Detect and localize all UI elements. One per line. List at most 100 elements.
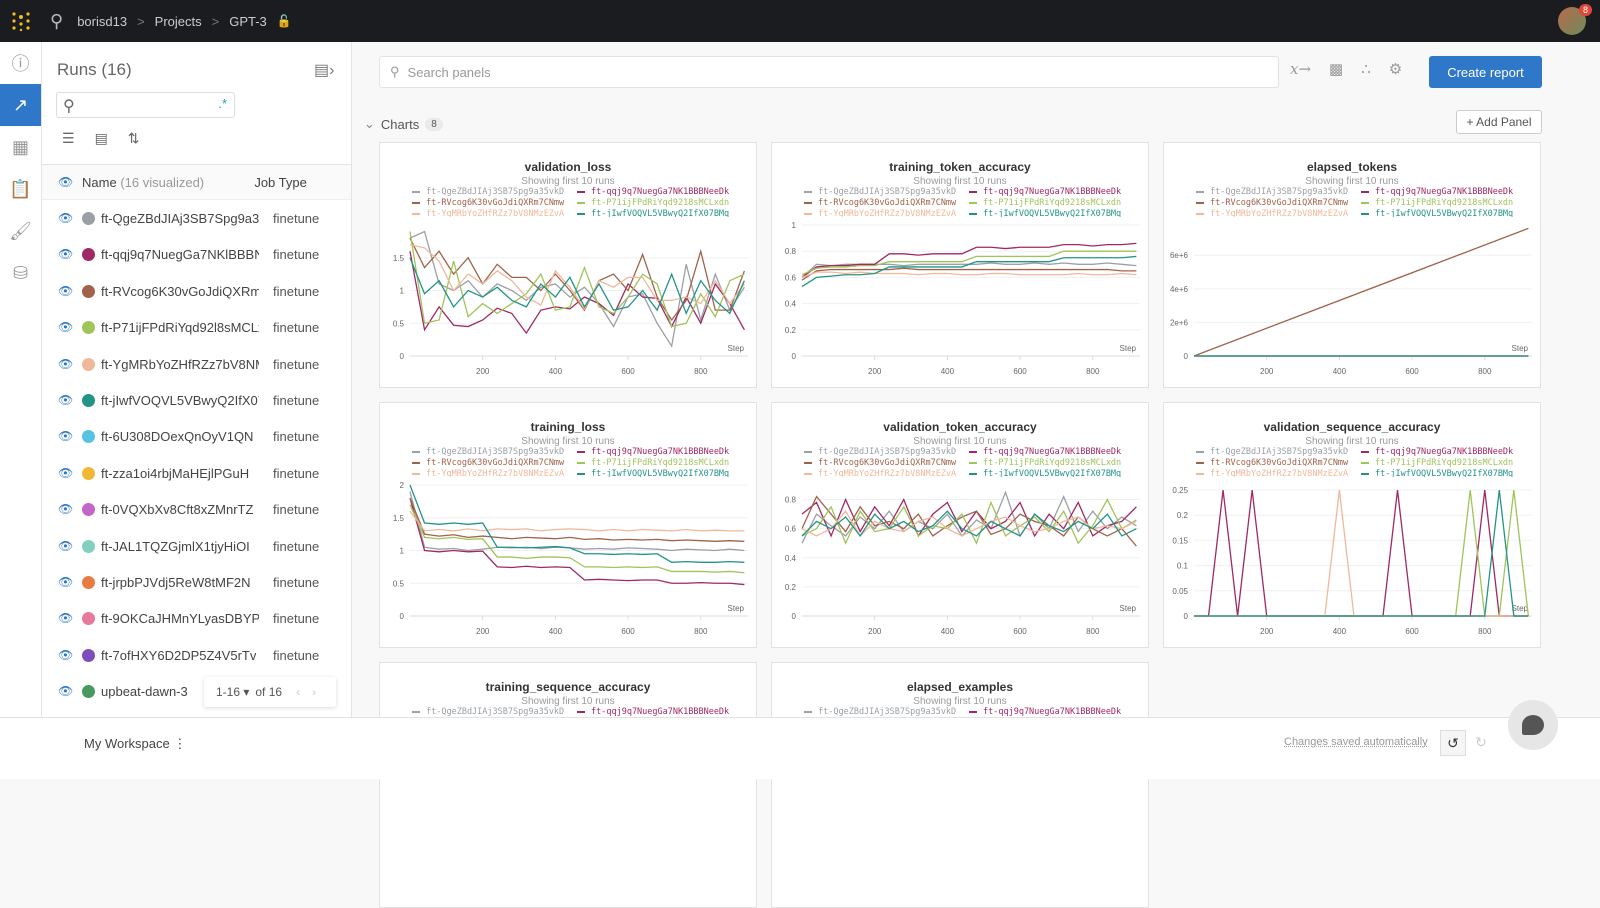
run-color-dot[interactable] bbox=[82, 285, 95, 298]
eye-icon[interactable]: 👁 bbox=[58, 211, 82, 225]
chart-plot[interactable]: 0 0.5 1 1.5 2 200 400 600 800 Step bbox=[380, 403, 757, 648]
add-panel-button[interactable]: + Add Panel bbox=[1456, 110, 1542, 134]
run-name[interactable]: ft-JAL1TQZGjmlX1tjyHiOI bbox=[101, 539, 250, 554]
run-color-dot[interactable] bbox=[82, 467, 95, 480]
eye-icon[interactable]: 👁 bbox=[58, 611, 82, 625]
run-row[interactable]: 👁 ft-RVcog6K30vGoJdiQXRm7CNmw finetune bbox=[42, 273, 352, 309]
run-name[interactable]: ft-zza1oi4rbjMaHEjlPGuH bbox=[101, 466, 249, 481]
run-row[interactable]: 👁 ft-9OKCaJHMnYLyasDBYP finetune bbox=[42, 600, 352, 636]
eye-icon[interactable]: 👁 bbox=[58, 502, 82, 516]
page-range-select[interactable]: 1-16 ▾ bbox=[216, 685, 249, 699]
run-row[interactable]: 👁 ft-0VQXbXv8Cft8xZMnrTZ finetune bbox=[42, 491, 352, 527]
run-name[interactable]: ft-0VQXbXv8Cft8xZMnrTZ bbox=[101, 502, 253, 517]
chart-panel[interactable]: validation_sequence_accuracy Showing firs… bbox=[1163, 402, 1541, 648]
run-color-dot[interactable] bbox=[82, 394, 95, 407]
chart-panel[interactable]: training_sequence_accuracy Showing first … bbox=[379, 662, 757, 908]
run-row[interactable]: 👁 ft-jIwfVOQVL5VBwyQ2IfX07BMq finetune bbox=[42, 382, 352, 418]
eye-icon[interactable]: 👁 bbox=[58, 539, 82, 553]
create-report-button[interactable]: Create report bbox=[1429, 56, 1542, 88]
breadcrumb-projects[interactable]: Projects bbox=[155, 14, 202, 29]
run-color-dot[interactable] bbox=[82, 321, 95, 334]
chat-button[interactable] bbox=[1508, 700, 1558, 750]
table-icon[interactable]: ▦ bbox=[0, 126, 41, 168]
run-name[interactable]: ft-YgMRbYoZHfRZz7bV8NMzEZvA bbox=[101, 357, 259, 372]
run-row[interactable]: 👁ft-QgeZBdJIAj3SB7Spg9a35vkDfinetune bbox=[42, 200, 352, 236]
eye-icon[interactable]: 👁 bbox=[58, 684, 82, 698]
workspace-menu[interactable]: My Workspace ⋮ bbox=[84, 736, 186, 752]
x-axis-icon[interactable]: x→ bbox=[1290, 60, 1311, 78]
eye-icon[interactable]: 👁 bbox=[58, 247, 82, 261]
redo-button[interactable]: ↻ bbox=[1468, 730, 1494, 756]
chart-panel[interactable]: validation_token_accuracy Showing first 1… bbox=[771, 402, 1149, 648]
eye-icon[interactable]: 👁 bbox=[58, 393, 82, 407]
breadcrumb-user[interactable]: borisd13 bbox=[77, 14, 127, 29]
run-color-dot[interactable] bbox=[82, 430, 95, 443]
regex-toggle[interactable]: .* bbox=[218, 96, 227, 111]
eye-icon[interactable]: 👁 bbox=[58, 357, 82, 371]
sort-icon[interactable]: ⇅ bbox=[128, 130, 140, 147]
runs-search-input[interactable]: ⚲ .* bbox=[56, 92, 235, 118]
run-color-dot[interactable] bbox=[82, 576, 95, 589]
run-row[interactable]: 👁 ft-7ofHXY6D2DP5Z4V5rTv finetune bbox=[42, 637, 352, 673]
chart-panel[interactable]: elapsed_examples Showing first 10 runs ft-… bbox=[771, 662, 1149, 908]
eye-icon[interactable]: 👁 bbox=[58, 175, 82, 189]
run-name[interactable]: ft-qqj9q7NuegGa7NKlBBBNeeDk bbox=[101, 247, 259, 262]
run-name[interactable]: ft-7ofHXY6D2DP5Z4V5rTv bbox=[101, 648, 256, 663]
run-name[interactable]: ft-P71ijFPdRiYqd92l8sMCLxdn bbox=[101, 320, 259, 335]
run-color-dot[interactable] bbox=[82, 612, 95, 625]
run-name[interactable]: ft-6U308DOexQnOyV1QN bbox=[101, 429, 253, 444]
search-icon[interactable]: ⚲ bbox=[50, 11, 63, 32]
search-panels-input[interactable]: ⚲ Search panels bbox=[379, 56, 1279, 88]
run-color-dot[interactable] bbox=[82, 503, 95, 516]
artifacts-icon[interactable]: ⛁ bbox=[0, 252, 41, 294]
chart-plot[interactable]: 00.20.40.60.81200 400 600 800Step bbox=[772, 143, 1149, 388]
run-name[interactable]: ft-jrpbPJVdj5ReW8tMF2N bbox=[101, 575, 251, 590]
table-toggle-icon[interactable]: ▤› bbox=[314, 60, 334, 80]
run-name[interactable]: ft-9OKCaJHMnYLyasDBYP bbox=[101, 611, 259, 626]
charts-section-header[interactable]: ⌄ Charts 8 bbox=[364, 116, 443, 132]
run-color-dot[interactable] bbox=[82, 685, 95, 698]
filter-icon[interactable]: ☰ bbox=[62, 130, 75, 147]
chart-panel[interactable]: training_token_accuracy Showing first 10 … bbox=[771, 142, 1149, 388]
outliers-icon[interactable]: ∴ bbox=[1361, 60, 1371, 78]
eye-icon[interactable]: 👁 bbox=[58, 466, 82, 480]
run-row[interactable]: 👁 ft-JAL1TQZGjmlX1tjyHiOI finetune bbox=[42, 528, 352, 564]
run-color-dot[interactable] bbox=[82, 248, 95, 261]
run-row[interactable]: 👁ft-YgMRbYoZHfRZz7bV8NMzEZvAfinetune bbox=[42, 346, 352, 382]
eye-icon[interactable]: 👁 bbox=[58, 429, 82, 443]
chart-panel[interactable]: training_loss Showing first 10 runs ft-Qge… bbox=[379, 402, 757, 648]
run-row[interactable]: 👁 ft-zza1oi4rbjMaHEjlPGuH finetune bbox=[42, 455, 352, 491]
run-color-dot[interactable] bbox=[82, 358, 95, 371]
unlock-icon[interactable]: 🔓 bbox=[277, 14, 292, 28]
sweeps-icon[interactable]: 🖌 bbox=[0, 210, 41, 252]
run-name[interactable]: ft-QgeZBdJIAj3SB7Spg9a35vkD bbox=[101, 211, 259, 226]
run-color-dot[interactable] bbox=[82, 649, 95, 662]
run-color-dot[interactable] bbox=[82, 540, 95, 553]
charts-icon[interactable]: ↗ bbox=[0, 84, 41, 126]
reports-icon[interactable]: 📋 bbox=[0, 168, 41, 210]
chart-plot[interactable]: 00.20.40.60.8200 400 600 800Step bbox=[772, 403, 1149, 648]
run-row[interactable]: 👁 ft-qqj9q7NuegGa7NKlBBBNeeDk finetune bbox=[42, 236, 352, 272]
eye-icon[interactable]: 👁 bbox=[58, 284, 82, 298]
breadcrumb-project[interactable]: GPT-3 bbox=[229, 14, 267, 29]
name-column-header[interactable]: Name bbox=[82, 175, 117, 190]
chart-plot[interactable]: 0 2e+6 4e+6 6e+6 200 400 600 800 Step bbox=[1164, 143, 1541, 388]
run-row[interactable]: 👁 ft-jrpbPJVdj5ReW8tMF2N finetune bbox=[42, 564, 352, 600]
undo-button[interactable]: ↺ bbox=[1440, 730, 1466, 756]
smoothing-icon[interactable]: ▩ bbox=[1329, 60, 1343, 78]
chart-plot[interactable]: 00.050.10.150.20.25200 400 600 800Step bbox=[1164, 403, 1541, 648]
jobtype-column-header[interactable]: Job Type bbox=[254, 175, 307, 190]
chart-plot[interactable]: 0 0.5 1 1.5 200 400 600 800 Step bbox=[380, 143, 757, 388]
chart-panel[interactable]: elapsed_tokens Showing first 10 runs ft-Qg… bbox=[1163, 142, 1541, 388]
run-row[interactable]: 👁ft-P71ijFPdRiYqd92l8sMCLxdnfinetune bbox=[42, 309, 352, 345]
info-icon[interactable]: ⓘ bbox=[0, 42, 41, 84]
run-name[interactable]: ft-jIwfVOQVL5VBwyQ2IfX07BMq bbox=[101, 393, 259, 408]
gear-icon[interactable]: ⚙ bbox=[1389, 60, 1402, 78]
run-row[interactable]: 👁 ft-6U308DOexQnOyV1QN finetune bbox=[42, 418, 352, 454]
eye-icon[interactable]: 👁 bbox=[58, 648, 82, 662]
eye-icon[interactable]: 👁 bbox=[58, 575, 82, 589]
eye-icon[interactable]: 👁 bbox=[58, 320, 82, 334]
prev-page-button[interactable]: ‹ bbox=[296, 685, 300, 699]
next-page-button[interactable]: › bbox=[312, 685, 316, 699]
run-name[interactable]: upbeat-dawn-3 bbox=[101, 684, 188, 699]
